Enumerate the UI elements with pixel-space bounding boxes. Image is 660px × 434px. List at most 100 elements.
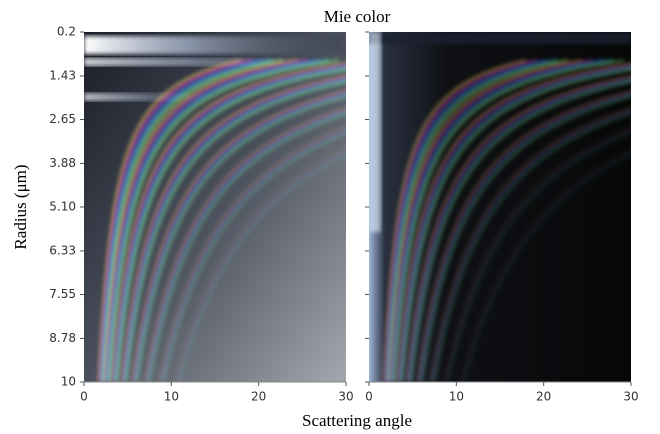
decor-curve [131, 89, 346, 382]
decor-curve [420, 95, 631, 382]
decor-curve [405, 75, 631, 382]
x-tick-label: 10 [164, 390, 179, 404]
decor-glow [369, 32, 381, 232]
decor-curve [443, 126, 631, 382]
decor-curve [120, 75, 346, 382]
decor-curve [429, 107, 631, 382]
decor-curve [113, 65, 346, 382]
decor-curve [146, 109, 346, 382]
chart-title: Mie color [324, 7, 391, 26]
decor-curve [419, 94, 631, 382]
decor-curve [409, 80, 631, 382]
decor-curve [399, 67, 631, 382]
decor-curve [463, 154, 631, 382]
decor-curve [102, 59, 284, 382]
y-tick-label: 1.43 [49, 68, 76, 82]
decor-curve [161, 130, 346, 382]
decor-curve [101, 59, 273, 382]
decor-curve [135, 95, 346, 382]
decor-curve [445, 129, 631, 382]
decor-curve [162, 132, 346, 382]
decor-curve [176, 151, 346, 382]
decor-curve [104, 59, 298, 382]
decor-curve [400, 68, 631, 382]
decor-curve [122, 78, 346, 382]
x-tick-label: 30 [338, 390, 353, 404]
decor-curve [406, 76, 631, 382]
decor-curve [407, 78, 631, 382]
y-axis-label: Radius (μm) [11, 164, 30, 249]
decor-curve [462, 152, 631, 382]
decor-curve [444, 127, 631, 382]
decor-curve [133, 92, 346, 382]
decor-curve [145, 108, 346, 382]
decor-curve [121, 76, 346, 382]
decor-curve [112, 64, 346, 382]
decor-curve [124, 80, 346, 382]
y-tick-label: 7.55 [49, 287, 76, 301]
decor-curve [418, 92, 631, 382]
x-tick-label: 20 [536, 390, 551, 404]
decor-curve [392, 59, 614, 382]
y-tick-label: 10 [61, 375, 76, 389]
decor-curve [397, 64, 631, 382]
y-tick-label: 6.33 [49, 243, 76, 257]
decor-curve [383, 59, 527, 382]
decor-curve [175, 149, 346, 382]
decor-curve [446, 130, 631, 382]
decor-curve [107, 59, 329, 382]
decor-curve [114, 67, 346, 382]
image-panel [84, 32, 346, 382]
image-panel [369, 32, 631, 382]
decor-curve [386, 59, 558, 382]
y-tick-label: 3.88 [49, 156, 76, 170]
decor-curve [384, 59, 537, 382]
decor-curve [391, 59, 604, 382]
decor-curve [460, 149, 631, 382]
decor-curve [431, 109, 631, 382]
decor-curve [393, 59, 625, 382]
decor-curve [389, 59, 583, 382]
decor-curve [134, 94, 346, 382]
decor-curve [398, 65, 631, 382]
x-tick-label: 10 [449, 390, 464, 404]
y-tick-label: 2.65 [49, 112, 76, 126]
x-tick-label: 0 [365, 390, 373, 404]
x-axis-label: Scattering angle [302, 411, 412, 430]
decor-curve [106, 59, 319, 382]
decor-curve [432, 111, 631, 382]
x-tick-label: 0 [80, 390, 88, 404]
decor-curve [178, 154, 346, 382]
decor-curve [99, 59, 252, 382]
decor-curve [447, 132, 631, 382]
y-tick-label: 8.78 [49, 331, 76, 345]
decor-curve [123, 79, 346, 382]
decor-curve [174, 148, 346, 382]
decor-curve [387, 59, 569, 382]
y-tick-label: 0.2 [57, 25, 76, 39]
decor-curve [159, 127, 346, 382]
decor-curve [416, 89, 631, 382]
decor-curve [390, 59, 593, 382]
decor-curve [105, 59, 308, 382]
decor-curve [396, 62, 631, 382]
decor-curve [433, 112, 631, 382]
y-tick-label: 5.10 [49, 200, 76, 214]
decor-curve [132, 91, 346, 382]
decor-curve [144, 107, 346, 382]
decor-curve [408, 79, 631, 382]
decor-curve [100, 59, 263, 382]
decor-curve [177, 152, 346, 382]
decor-curve [459, 148, 631, 382]
x-tick-label: 30 [623, 390, 638, 404]
decor-curve [108, 59, 340, 382]
decor-curve [147, 111, 346, 382]
decor-curve [160, 129, 346, 382]
decor-curve [98, 59, 242, 382]
decor-curve [148, 112, 346, 382]
decor-curve [461, 151, 631, 382]
decor-curve [430, 108, 631, 382]
decor-curve [158, 126, 346, 382]
decor-curve [385, 59, 548, 382]
